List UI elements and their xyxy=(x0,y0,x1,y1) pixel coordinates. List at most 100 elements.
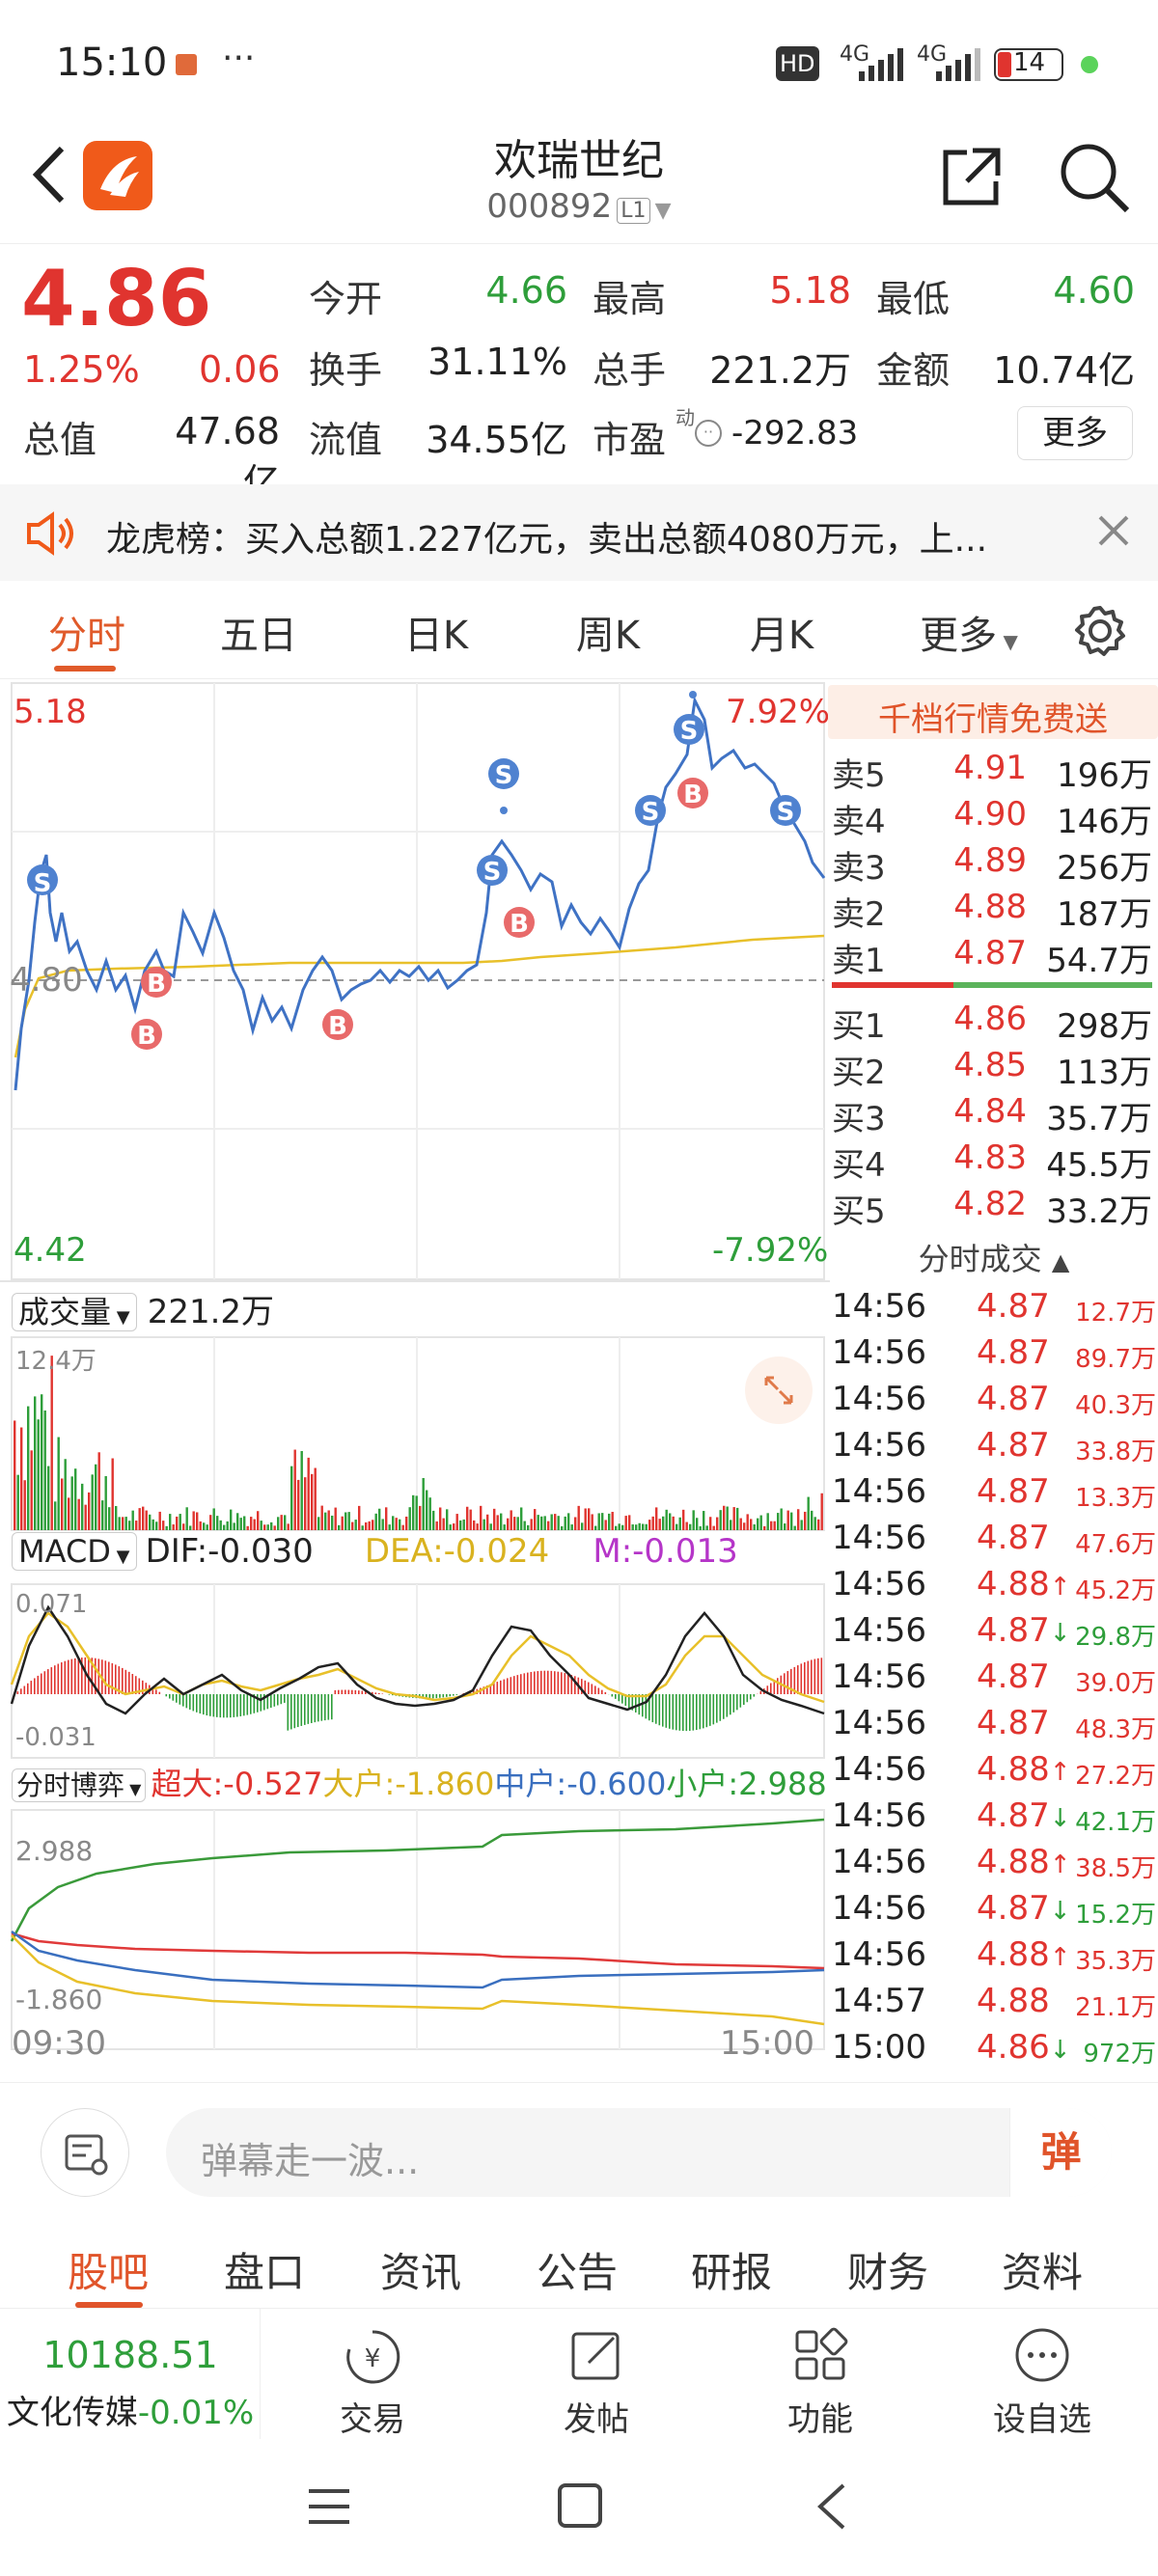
svg-text:B: B xyxy=(683,781,703,809)
danmu-button[interactable]: 弹 xyxy=(1009,2108,1112,2197)
volume-bar xyxy=(645,1523,648,1530)
back-icon[interactable] xyxy=(21,141,79,208)
close-icon[interactable] xyxy=(1092,509,1135,552)
ticks-title[interactable]: 分时成交 ▲ xyxy=(918,1241,1070,1277)
ask-price: 4.87 xyxy=(953,934,1027,973)
tab-orderbook[interactable]: 盘口 xyxy=(224,2249,306,2296)
flow-selector[interactable]: 分时博弈 ▼ xyxy=(12,1768,147,1802)
svg-text:S: S xyxy=(777,798,795,827)
macd-bar xyxy=(165,1694,168,1697)
bottom-toolbar: 10188.51 文化传媒-0.01% ¥ 交易 发帖 功能 设自选 xyxy=(0,2308,1158,2440)
tab-forum[interactable]: 股吧 xyxy=(68,2249,150,2296)
info-icon[interactable]: ·· xyxy=(695,420,722,447)
tab-profile[interactable]: 资料 xyxy=(1002,2249,1084,2296)
menu-icon[interactable] xyxy=(305,2485,353,2528)
stock-header: 欢瑞世纪 000892 L1 ▼ xyxy=(0,125,1158,243)
tab-daily-k[interactable]: 日K xyxy=(403,614,469,658)
volume-bar xyxy=(101,1500,104,1530)
macd-bar xyxy=(604,1691,607,1694)
index-widget[interactable]: 10188.51 文化传媒-0.01% xyxy=(0,2309,261,2440)
tab-intraday[interactable]: 分时 xyxy=(48,614,125,658)
volume-bar xyxy=(743,1522,746,1530)
more-button[interactable]: 更多 xyxy=(1017,406,1133,460)
macd-bar xyxy=(176,1694,178,1703)
volume-bar xyxy=(142,1506,145,1530)
expand-icon[interactable] xyxy=(745,1357,813,1424)
macd-bar xyxy=(91,1658,94,1694)
tab-monthly-k[interactable]: 月K xyxy=(749,614,814,658)
tab-weekly-k[interactable]: 周K xyxy=(575,614,641,658)
macd-bar xyxy=(611,1694,614,1697)
volume-bar xyxy=(446,1509,449,1530)
macd-bar xyxy=(621,1694,623,1704)
active-tab-indicator xyxy=(54,666,116,671)
trade-button[interactable]: ¥ 交易 xyxy=(276,2309,469,2440)
volume-bar xyxy=(510,1510,512,1530)
macd-bar xyxy=(142,1680,144,1694)
volume-bar xyxy=(705,1525,708,1530)
time-end-label: 15:00 xyxy=(720,2024,814,2063)
tick-time: 14:56 xyxy=(832,1704,926,1742)
macd-bar xyxy=(354,1689,357,1694)
volume-bar xyxy=(266,1524,269,1530)
stock-code-row[interactable]: 000892 L1 ▼ xyxy=(0,187,1158,226)
macd-bar xyxy=(550,1670,553,1694)
volume-bar xyxy=(540,1516,543,1530)
volume-bar xyxy=(270,1521,273,1530)
search-icon[interactable] xyxy=(1058,141,1131,214)
volume-bar xyxy=(703,1511,705,1530)
tab-news[interactable]: 资讯 xyxy=(380,2249,462,2296)
macd-bar xyxy=(574,1676,576,1694)
volume-bar xyxy=(648,1520,651,1530)
promo-banner[interactable]: 千档行情免费送 xyxy=(828,685,1158,739)
gear-icon[interactable] xyxy=(1073,604,1127,658)
back-nav-icon[interactable] xyxy=(813,2481,851,2532)
dragon-tiger-notice[interactable]: 龙虎榜：买入总额1.227亿元，卖出总额4080万元，上... xyxy=(0,484,1158,581)
home-icon[interactable] xyxy=(558,2483,602,2528)
volume-bar xyxy=(797,1509,800,1530)
tab-five-day[interactable]: 五日 xyxy=(220,614,297,658)
add-watchlist-button[interactable]: 设自选 xyxy=(946,2309,1139,2440)
volume-bar xyxy=(628,1515,631,1530)
function-button[interactable]: 功能 xyxy=(724,2309,917,2440)
volume-selector[interactable]: 成交量 ▼ xyxy=(12,1293,137,1331)
tick-price: 4.88↑ xyxy=(977,1843,1071,1881)
volume-bar xyxy=(152,1519,154,1530)
quote-value: 34.55亿 xyxy=(426,419,567,461)
macd-bar xyxy=(692,1694,695,1731)
volume-bar xyxy=(503,1524,506,1530)
flow-low-label: -1.860 xyxy=(15,1984,103,2015)
macd-selector[interactable]: MACD ▼ xyxy=(12,1532,137,1571)
tick-volume: 12.7万 xyxy=(1075,1299,1156,1328)
macd-bar xyxy=(547,1670,549,1694)
note-icon[interactable] xyxy=(41,2108,129,2197)
macd-bar xyxy=(804,1661,806,1694)
post-button[interactable]: 发帖 xyxy=(500,2309,693,2440)
macd-bar xyxy=(500,1680,502,1694)
volume-bar xyxy=(401,1524,404,1530)
macd-bar xyxy=(628,1694,630,1709)
volume-bar xyxy=(345,1512,347,1530)
comment-input[interactable]: 弹幕走一波... xyxy=(166,2108,1112,2197)
macd-bar xyxy=(564,1673,566,1694)
tab-announcements[interactable]: 公告 xyxy=(537,2249,619,2296)
tick-time: 14:57 xyxy=(832,1982,926,2020)
chevron-down-icon: ▼ xyxy=(654,199,672,223)
volume-bar xyxy=(676,1523,678,1530)
macd-bar xyxy=(304,1694,306,1725)
macd-bar xyxy=(537,1671,539,1694)
macd-bar xyxy=(54,1665,56,1694)
volume-bar xyxy=(307,1457,310,1530)
volume-bar xyxy=(476,1523,479,1530)
tab-research[interactable]: 研报 xyxy=(691,2249,773,2296)
chart-svg[interactable]: S B B B S S B S S B S xyxy=(0,681,830,2080)
volume-bar xyxy=(618,1523,620,1530)
volume-bar xyxy=(726,1506,729,1530)
volume-header[interactable]: 成交量 ▼ 221.2万 xyxy=(12,1285,274,1333)
macd-bar xyxy=(540,1670,542,1694)
volume-bar xyxy=(581,1522,584,1530)
share-icon[interactable] xyxy=(938,143,1006,210)
bid-row: 买1 4.86 298万 xyxy=(832,996,1156,1046)
tab-financials[interactable]: 财务 xyxy=(847,2249,929,2296)
tab-more[interactable]: 更多 ▼ xyxy=(920,614,1018,658)
